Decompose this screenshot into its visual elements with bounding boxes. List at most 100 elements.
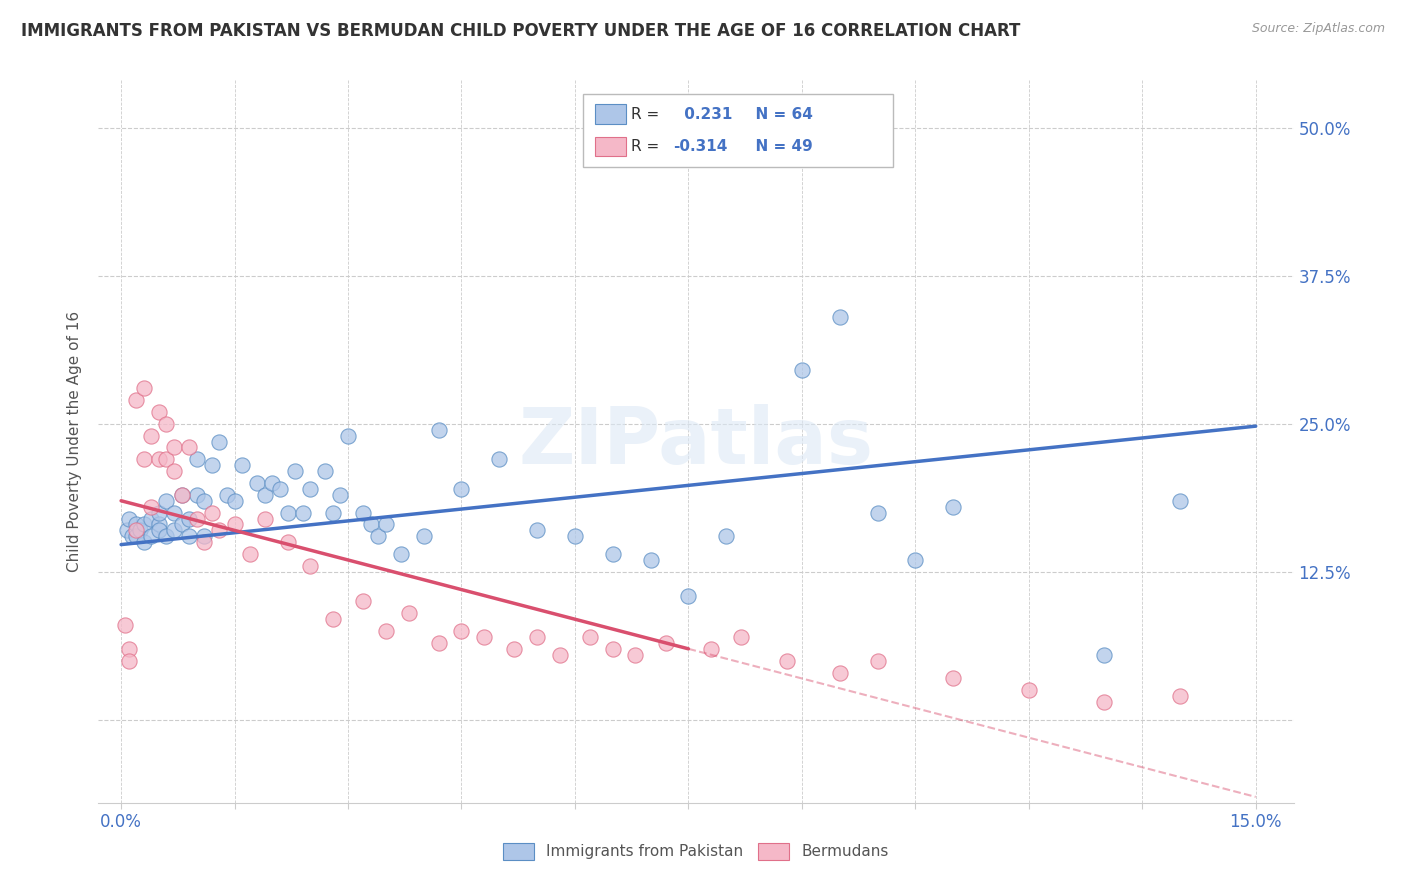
Point <box>155 452 177 467</box>
Point <box>132 517 155 532</box>
Text: 0.231: 0.231 <box>679 107 733 121</box>
Point <box>141 500 163 514</box>
Text: Source: ZipAtlas.com: Source: ZipAtlas.com <box>1251 22 1385 36</box>
Point <box>231 458 253 473</box>
Point <box>224 493 246 508</box>
Point <box>654 636 676 650</box>
Point <box>299 558 322 573</box>
Point <box>700 641 723 656</box>
Text: -0.314: -0.314 <box>673 139 728 153</box>
Point <box>942 672 965 686</box>
Point <box>352 506 374 520</box>
Point <box>201 458 224 473</box>
Point <box>193 535 215 549</box>
Point <box>148 524 170 538</box>
Point <box>322 612 344 626</box>
Point <box>716 529 738 543</box>
Point <box>602 641 624 656</box>
Point <box>215 488 238 502</box>
Point <box>678 589 700 603</box>
Point <box>602 547 624 561</box>
Text: N = 49: N = 49 <box>745 139 813 153</box>
Point <box>1168 493 1191 508</box>
Point <box>526 524 548 538</box>
Point <box>246 475 269 490</box>
Point <box>155 417 177 431</box>
Point <box>1094 648 1116 662</box>
Point <box>299 482 322 496</box>
Point <box>148 452 170 467</box>
Point <box>352 594 374 608</box>
Point <box>193 529 215 543</box>
Point <box>427 423 450 437</box>
Point <box>412 529 434 543</box>
Point <box>253 488 276 502</box>
Point <box>141 529 163 543</box>
Point <box>186 488 208 502</box>
Point <box>322 506 344 520</box>
Point <box>201 506 224 520</box>
Point <box>125 393 148 408</box>
Point <box>186 511 208 525</box>
Point <box>114 618 136 632</box>
Point <box>640 553 662 567</box>
Point <box>427 636 450 650</box>
Point <box>115 524 138 538</box>
Point <box>276 506 298 520</box>
Point <box>367 529 389 543</box>
Text: R =: R = <box>631 139 665 153</box>
Point <box>1094 695 1116 709</box>
Point <box>125 529 148 543</box>
Text: ZIPatlas: ZIPatlas <box>519 403 873 480</box>
Point <box>125 517 148 532</box>
Point <box>163 506 186 520</box>
Point <box>329 488 352 502</box>
Point <box>163 524 186 538</box>
Point <box>125 524 148 538</box>
Point <box>374 624 396 638</box>
Point <box>360 517 382 532</box>
Point <box>579 630 602 644</box>
Point <box>866 654 889 668</box>
Point <box>179 529 201 543</box>
Point <box>170 488 193 502</box>
Point <box>828 665 851 680</box>
Point <box>548 648 571 662</box>
Point <box>276 535 298 549</box>
Point <box>132 535 155 549</box>
Point <box>776 654 799 668</box>
Text: R =: R = <box>631 107 665 121</box>
Point <box>488 452 510 467</box>
Point <box>624 648 647 662</box>
Point <box>904 553 927 567</box>
Point <box>208 434 231 449</box>
Point <box>269 482 291 496</box>
Point <box>398 607 420 621</box>
Point <box>193 493 215 508</box>
Text: IMMIGRANTS FROM PAKISTAN VS BERMUDAN CHILD POVERTY UNDER THE AGE OF 16 CORRELATI: IMMIGRANTS FROM PAKISTAN VS BERMUDAN CHI… <box>21 22 1021 40</box>
Point <box>118 654 141 668</box>
Point <box>314 464 336 478</box>
Point <box>208 524 231 538</box>
Point <box>141 511 163 525</box>
Point <box>148 517 170 532</box>
Point <box>389 547 412 561</box>
Point <box>828 310 851 325</box>
Point <box>253 511 276 525</box>
Point <box>118 641 141 656</box>
Point <box>132 452 155 467</box>
Point <box>450 482 472 496</box>
Point <box>129 524 152 538</box>
Point <box>163 464 186 478</box>
Point <box>790 363 813 377</box>
Point <box>284 464 307 478</box>
Point <box>866 506 889 520</box>
Point <box>155 529 177 543</box>
Y-axis label: Child Poverty Under the Age of 16: Child Poverty Under the Age of 16 <box>67 311 83 572</box>
Point <box>450 624 472 638</box>
Point <box>170 488 193 502</box>
Point <box>1018 683 1040 698</box>
Point <box>1168 689 1191 703</box>
Point <box>148 405 170 419</box>
Point <box>179 441 201 455</box>
